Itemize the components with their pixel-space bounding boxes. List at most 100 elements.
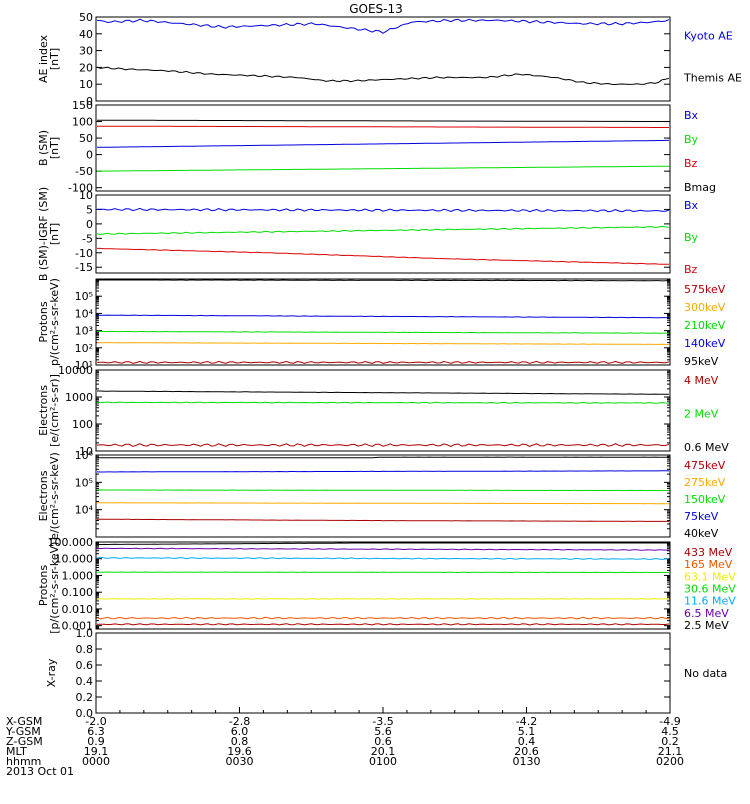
y-tick-label: 10¹ xyxy=(75,359,93,372)
legend-label: Bx xyxy=(684,109,699,122)
y-tick-label: 10² xyxy=(75,342,93,355)
y-tick-label: 1.000 xyxy=(62,569,94,582)
y-tick-label: 50 xyxy=(79,132,93,145)
x-row-label: Y-GSM xyxy=(5,725,41,738)
y-tick-label: -5 xyxy=(82,232,93,245)
y-tick-label: 0.001 xyxy=(62,620,94,633)
x-row-value: 0100 xyxy=(369,755,397,768)
y-tick-label: 0.4 xyxy=(76,675,94,688)
x-row-value: -2.0 xyxy=(85,715,106,728)
y-axis-units: p/(cm²-s-sr-keV) xyxy=(48,278,61,366)
legend-label: 0.6 MeV xyxy=(684,441,729,454)
legend-label: 63.1 MeV xyxy=(684,570,736,583)
series-line xyxy=(96,470,670,473)
panel-frame xyxy=(95,369,671,452)
series-line xyxy=(97,119,669,122)
legend-label: 165 MeV xyxy=(684,558,733,571)
legend-label: 6.5 MeV xyxy=(684,607,729,620)
x-row-value: 0.2 xyxy=(661,735,679,748)
series-line xyxy=(96,489,669,492)
panel-frame xyxy=(95,454,671,538)
legend-label: Bz xyxy=(684,157,698,170)
x-row-label: hhmm xyxy=(6,755,41,768)
y-tick-label: 0.100 xyxy=(62,586,94,599)
y-tick-label: 100 xyxy=(72,418,93,431)
panel-1: 0 10 20 30 40 50 AE index[nT] Kyoto AE Themis AE xyxy=(37,11,742,108)
y-tick-label: 1000 xyxy=(65,391,93,404)
plot-title: GOES-13 xyxy=(349,2,403,16)
series-line xyxy=(97,518,669,522)
legend-label: 300keV xyxy=(684,301,726,314)
series-line xyxy=(96,66,670,86)
y-tick-label: 40 xyxy=(79,28,93,41)
y-tick-label: -10 xyxy=(75,247,93,260)
y-tick-label: 1.0 xyxy=(76,627,94,640)
legend-label: 11.6 MeV xyxy=(684,595,736,608)
y-axis-units: [p/(cm²-s-sr-keV)] xyxy=(48,537,61,634)
legend-label: 95keV xyxy=(684,355,719,368)
legend-label: Bmag xyxy=(684,181,716,194)
y-tick-label: 0 xyxy=(86,149,93,162)
x-row-value: 20.6 xyxy=(514,745,539,758)
y-tick-label: 0.0 xyxy=(76,707,94,720)
y-tick-label: 10⁴ xyxy=(75,307,94,320)
y-tick-label: 10 xyxy=(79,445,93,458)
legend-label: Bz xyxy=(684,263,698,276)
series-line xyxy=(96,556,670,561)
series-line xyxy=(96,443,670,447)
series-line xyxy=(96,314,670,319)
series-line xyxy=(96,360,670,364)
y-axis-label: Electrons xyxy=(37,470,50,521)
y-tick-label: 10.000 xyxy=(55,553,94,566)
panel-note: No data xyxy=(684,667,727,680)
y-tick-label: 10 xyxy=(79,78,93,91)
y-tick-label: 100 xyxy=(72,116,93,129)
panel-8: 0.0 0.2 0.4 0.6 0.8 1.0 X-ray No data xyxy=(45,627,727,720)
panel-2: -100 -50 0 50 100 150 B (SM)[nT] Bx By Bz Bmag xyxy=(37,99,716,195)
series-line xyxy=(96,341,670,345)
y-tick-label: 100.000 xyxy=(48,536,94,549)
legend-label: 433 MeV xyxy=(684,546,733,559)
date-label: 2013 Oct 01 xyxy=(6,765,74,778)
legend-label: 30.6 MeV xyxy=(684,582,736,595)
series-line xyxy=(96,623,670,626)
y-axis-label: Protons xyxy=(37,565,50,606)
x-row-value: 5.6 xyxy=(374,725,392,738)
y-tick-label: -100 xyxy=(68,182,93,195)
x-row-value: 0130 xyxy=(513,755,541,768)
legend-label: 575keV xyxy=(684,283,726,296)
legend-label: 2.5 MeV xyxy=(684,619,729,632)
panel-frame xyxy=(95,541,671,630)
series-line xyxy=(96,502,669,505)
legend-label: 4 MeV xyxy=(684,374,719,387)
y-tick-label: 10⁴ xyxy=(75,504,94,517)
x-row-value: 0.9 xyxy=(87,735,105,748)
y-axis-label: X-ray xyxy=(45,658,58,687)
legend-label: 150keV xyxy=(684,493,726,506)
y-tick-label: 10⁵ xyxy=(75,290,93,303)
x-row-value: 5.1 xyxy=(518,725,536,738)
x-row-label: Z-GSM xyxy=(6,735,43,748)
panel-frame xyxy=(95,278,671,366)
x-row-value: 21.1 xyxy=(658,745,683,758)
y-tick-label: 5 xyxy=(86,203,93,216)
x-row-label: X-GSM xyxy=(6,715,42,728)
y-axis-label: AE index xyxy=(37,34,50,83)
x-row-value: -2.8 xyxy=(229,715,250,728)
x-row-value: 0000 xyxy=(82,755,110,768)
series-line xyxy=(97,542,669,546)
y-axis-label: B (SM)-IGRF (SM) xyxy=(37,187,50,281)
series-line xyxy=(96,598,669,600)
legend-label: By xyxy=(684,133,699,146)
series-line xyxy=(96,165,669,172)
series-line xyxy=(97,125,669,128)
y-axis-units: [e/(cm²-s-sr)] xyxy=(48,374,61,447)
y-tick-label: 0.010 xyxy=(62,603,94,616)
y-tick-label: 0.2 xyxy=(76,691,94,704)
panel-frame xyxy=(95,632,671,714)
y-tick-label: -15 xyxy=(75,261,93,274)
panel-frame xyxy=(95,194,671,274)
